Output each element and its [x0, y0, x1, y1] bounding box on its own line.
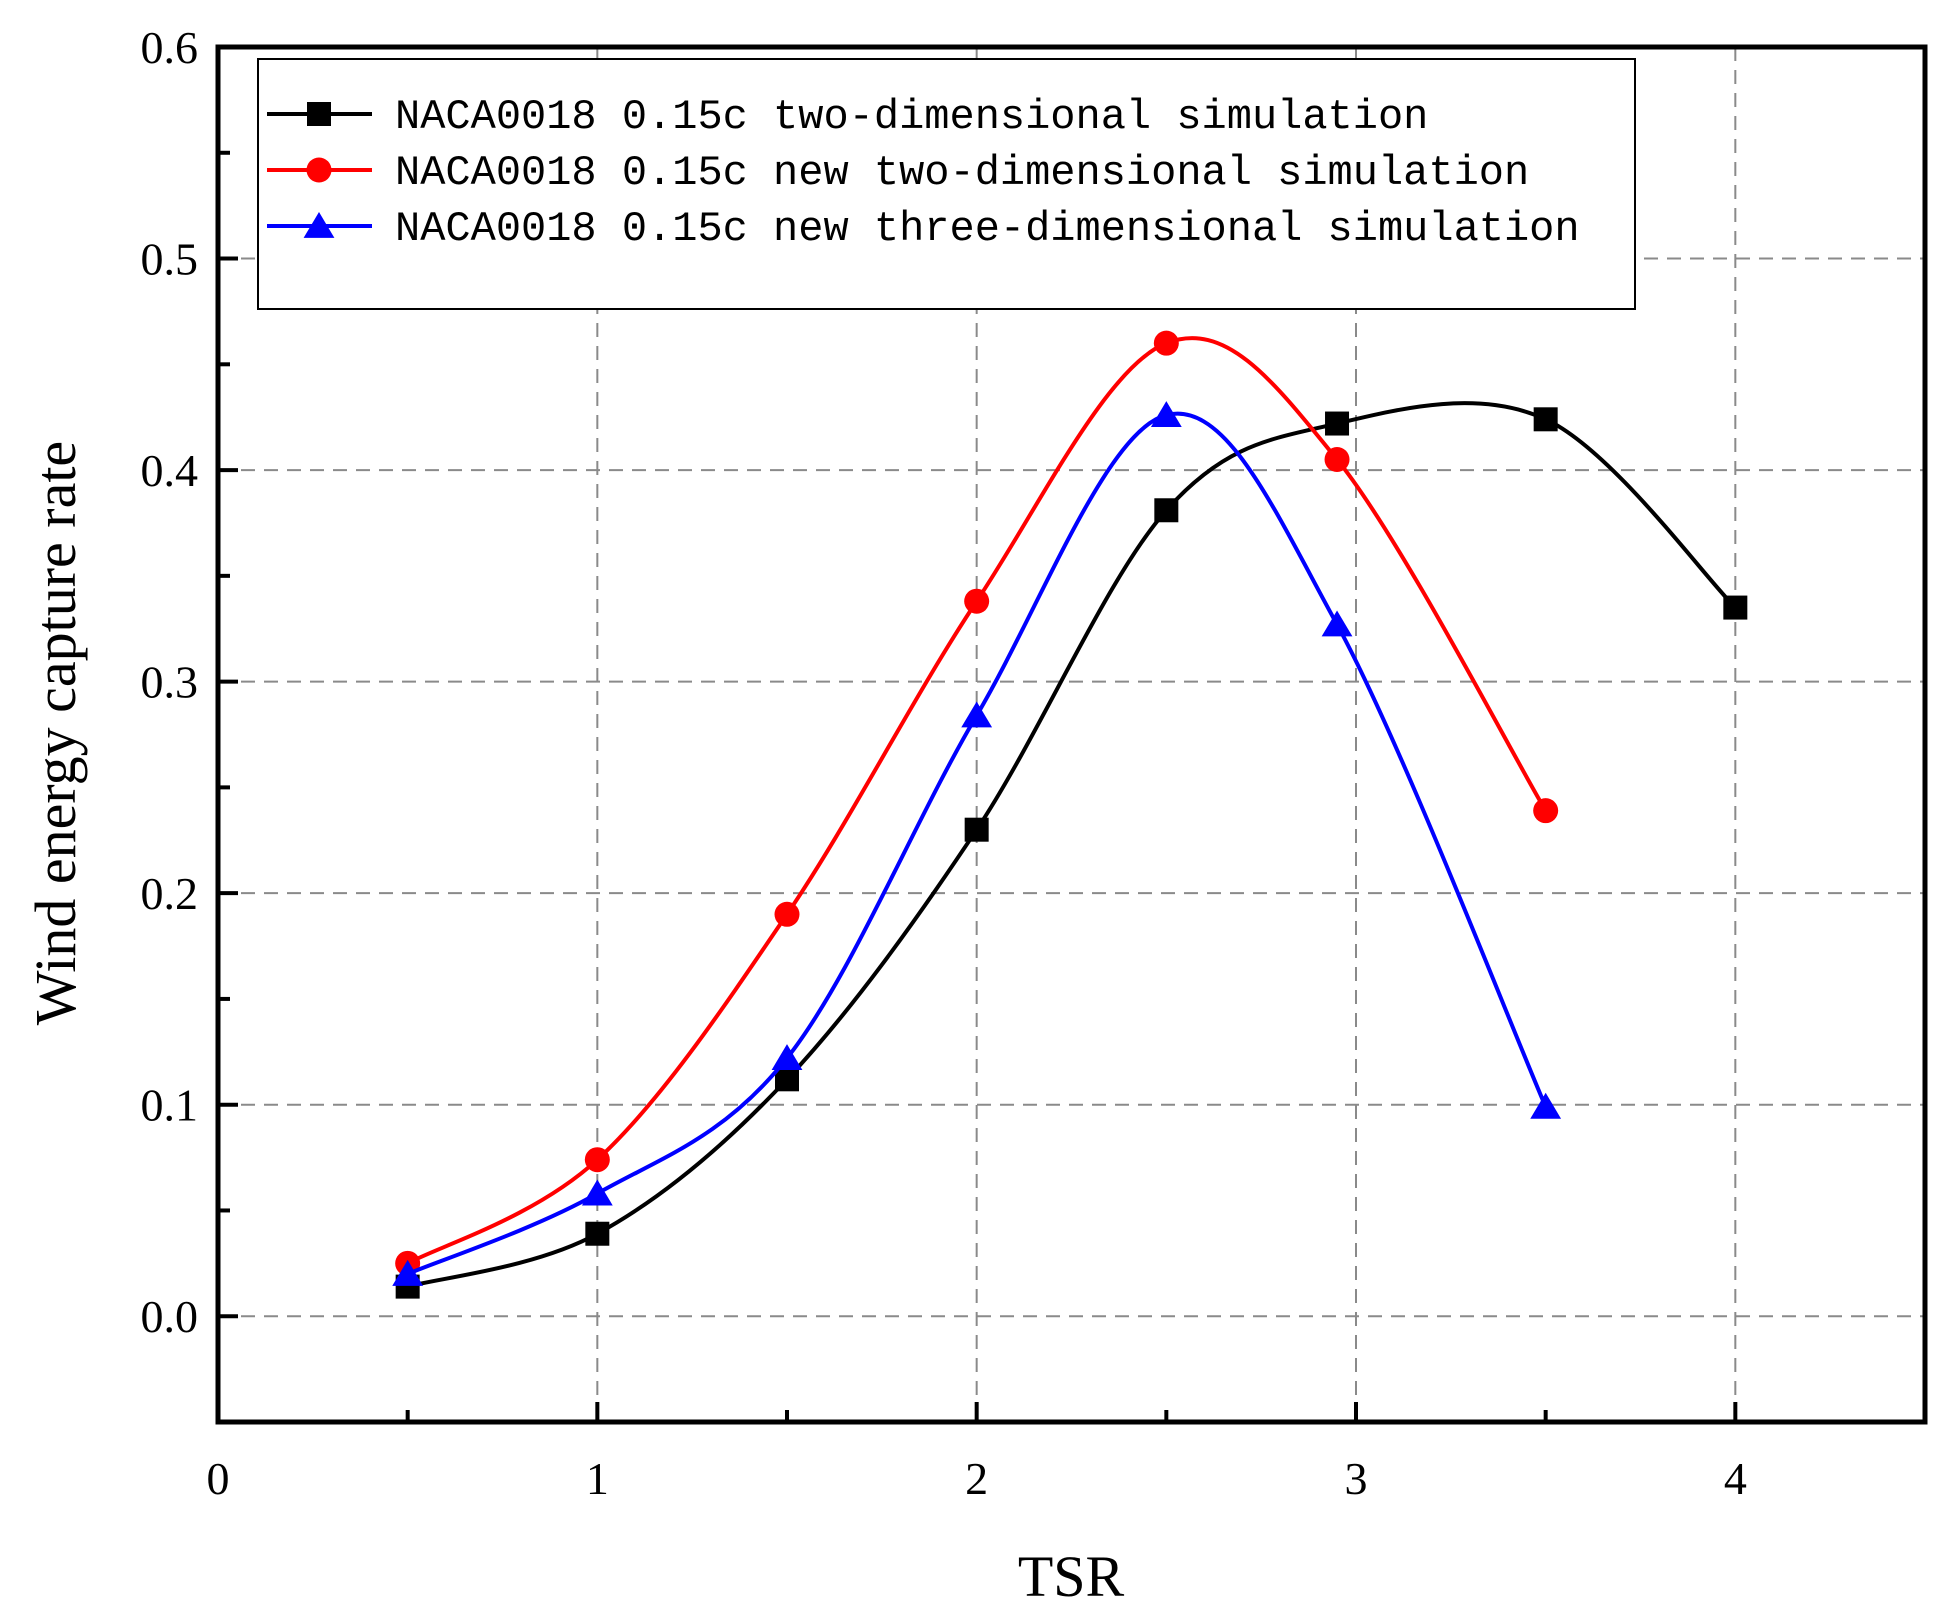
- data-point-circle: [1153, 330, 1179, 356]
- data-point-square: [964, 817, 989, 842]
- data-point-square: [1154, 498, 1179, 523]
- series-triangle: [392, 401, 1562, 1286]
- data-point-square: [1325, 411, 1350, 436]
- tick-layer: 0 1 2 3 4 0.0 0.1 0.2 0.3 0.4 0.5 0.6: [141, 22, 1927, 1504]
- y-tick-label: 0.5: [141, 234, 199, 285]
- legend-label: NACA0018 0.15c two-dimensional simulatio…: [395, 93, 1428, 141]
- plot-frame: [215, 44, 1928, 1425]
- data-point-triangle: [771, 1044, 803, 1071]
- y-axis-title: Wind energy capture rate: [23, 441, 88, 1025]
- legend: NACA0018 0.15c two-dimensional simulatio…: [257, 58, 1636, 310]
- data-point-square: [585, 1221, 610, 1246]
- legend-item-triangle: NACA0018 0.15c new three-dimensional sim…: [267, 205, 1580, 253]
- y-tick-label: 0.2: [141, 868, 199, 919]
- legend-item-circle: NACA0018 0.15c new two-dimensional simul…: [267, 149, 1529, 197]
- x-tick-label: 2: [965, 1453, 988, 1504]
- data-point-triangle: [392, 1259, 424, 1286]
- data-point-circle: [774, 901, 800, 927]
- data-point-triangle: [581, 1179, 613, 1206]
- legend-marker-square: [307, 102, 331, 126]
- data-point-square: [775, 1067, 799, 1092]
- data-point-square: [1723, 595, 1748, 620]
- data-point-circle: [1324, 447, 1350, 472]
- data-point-circle: [584, 1147, 610, 1173]
- y-tick-label: 0.4: [141, 445, 199, 496]
- series-layer: [392, 330, 1748, 1299]
- data-point-triangle: [1150, 401, 1182, 427]
- legend-label: NACA0018 0.15c new two-dimensional simul…: [395, 149, 1529, 197]
- data-point-triangle: [1530, 1092, 1562, 1119]
- series-line-circle: [406, 336, 1548, 1266]
- series-line-square: [407, 401, 1737, 1289]
- legend-items: NACA0018 0.15c two-dimensional simulatio…: [267, 93, 1580, 253]
- x-tick-label: 3: [1345, 1453, 1368, 1504]
- legend-label: NACA0018 0.15c new three-dimensional sim…: [395, 205, 1580, 253]
- legend-marker-triangle: [303, 212, 335, 238]
- y-tick-label: 0.3: [141, 657, 199, 708]
- data-point-triangle: [1321, 610, 1353, 637]
- y-tick-label: 0.6: [141, 22, 199, 73]
- x-axis-title: TSR: [1018, 1544, 1125, 1609]
- series-line-triangle: [406, 411, 1548, 1276]
- data-point-circle: [1533, 798, 1559, 824]
- y-tick-label: 0.0: [141, 1291, 199, 1342]
- legend-marker-circle: [306, 157, 332, 183]
- x-tick-label: 1: [586, 1453, 609, 1504]
- y-tick-label: 0.1: [141, 1080, 199, 1131]
- legend-item-square: NACA0018 0.15c two-dimensional simulatio…: [267, 93, 1428, 141]
- x-tick-label: 4: [1724, 1453, 1747, 1504]
- data-point-triangle: [961, 701, 993, 728]
- data-point-square: [1533, 407, 1558, 432]
- legend-box: [257, 58, 1636, 310]
- x-tick-label: 0: [207, 1453, 230, 1504]
- data-point-circle: [964, 588, 990, 614]
